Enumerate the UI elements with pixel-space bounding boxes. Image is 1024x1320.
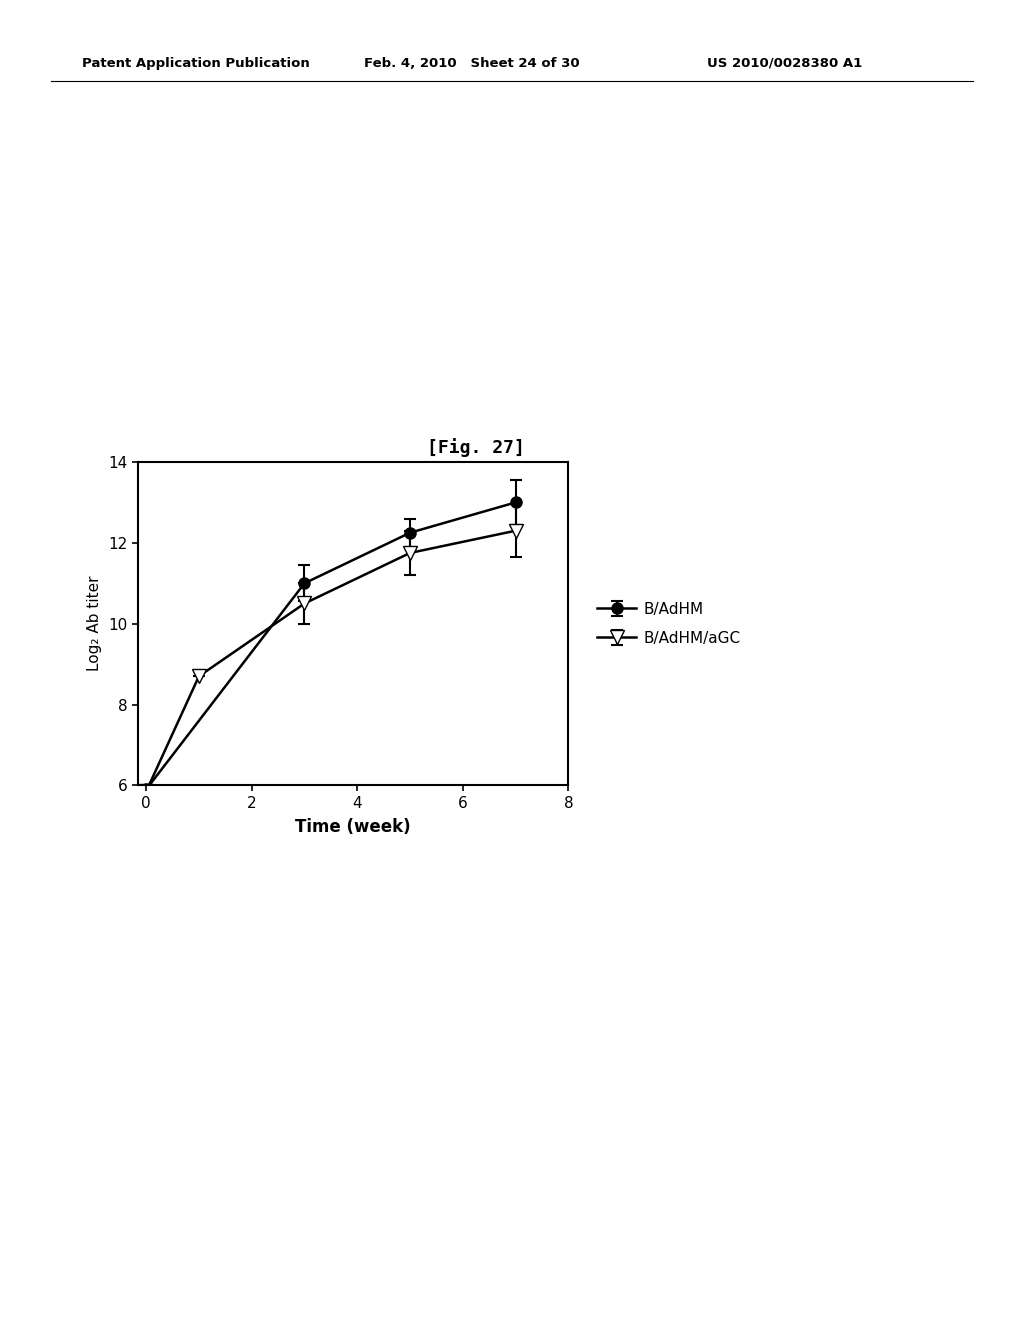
Y-axis label: Log₂ Ab titer: Log₂ Ab titer	[87, 576, 101, 672]
Legend: B/AdHM, B/AdHM/aGC: B/AdHM, B/AdHM/aGC	[597, 602, 740, 645]
X-axis label: Time (week): Time (week)	[296, 818, 411, 836]
Text: Patent Application Publication: Patent Application Publication	[82, 57, 309, 70]
Text: [Fig. 27]: [Fig. 27]	[427, 438, 525, 457]
Text: US 2010/0028380 A1: US 2010/0028380 A1	[707, 57, 862, 70]
Text: Feb. 4, 2010   Sheet 24 of 30: Feb. 4, 2010 Sheet 24 of 30	[364, 57, 580, 70]
